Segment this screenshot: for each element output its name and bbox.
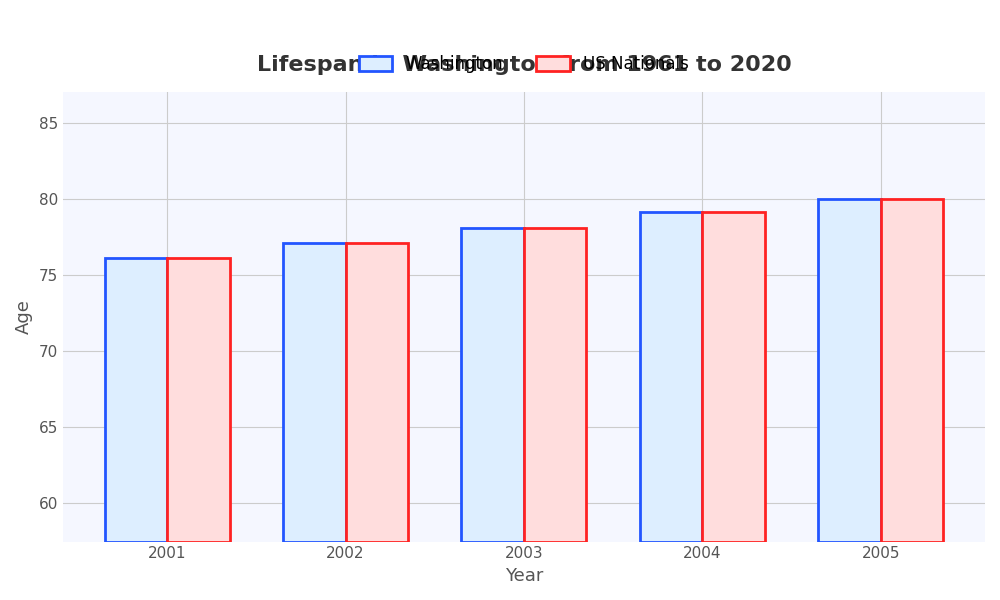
Bar [881,199,943,542]
Bar [818,199,881,542]
Title: Lifespan in Washington from 1961 to 2020: Lifespan in Washington from 1961 to 2020 [257,55,791,75]
Bar [283,243,346,542]
Bar [524,228,586,542]
Bar [105,258,167,542]
Legend: Washington, US Nationals: Washington, US Nationals [350,47,697,81]
Bar [167,258,230,542]
Y-axis label: Age: Age [15,299,33,334]
Bar [702,212,765,542]
X-axis label: Year: Year [505,567,543,585]
Bar [346,243,408,542]
Bar [640,212,702,542]
Bar [461,228,524,542]
